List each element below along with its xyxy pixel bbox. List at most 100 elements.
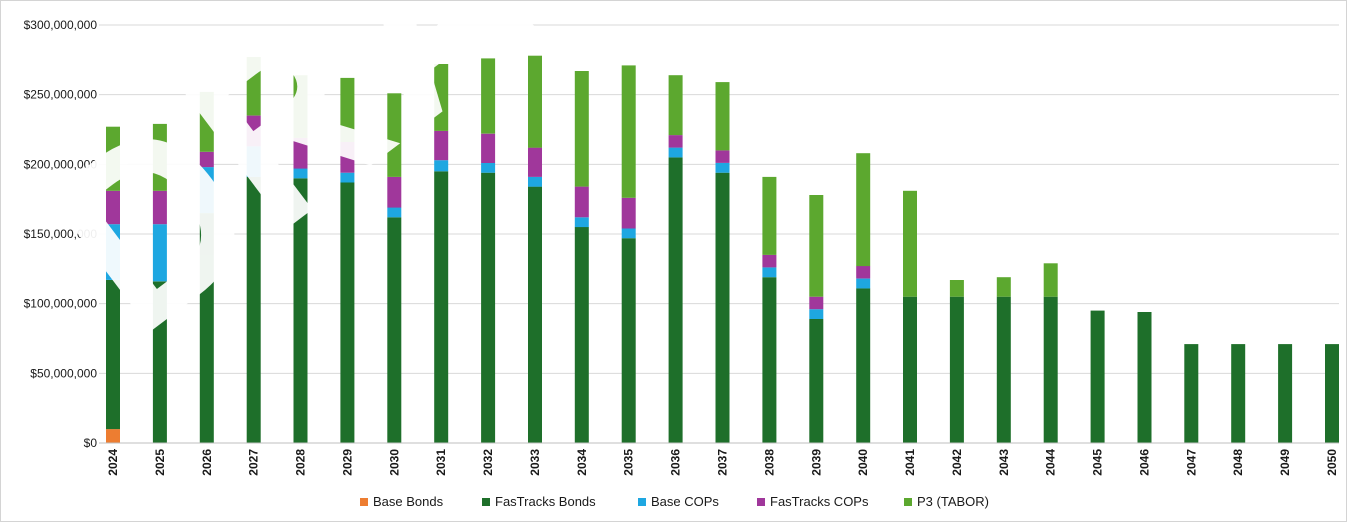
bar-segment-fastracks-bonds-2027 [246,176,261,443]
bar-segment-base-cops-2027 [246,146,261,177]
bar-segment-p3-tabor-2037 [715,82,730,151]
x-tick-label: 2024 [106,449,120,476]
bar-segment-fastracks-bonds-2037 [715,172,730,443]
bar-segment-p3-tabor-2025 [152,123,167,191]
legend-label: P3 (TABOR) [917,494,989,509]
x-tick-label: 2029 [340,449,354,476]
bar-segment-fastracks-bonds-2042 [949,296,964,443]
bar-segment-fastracks-bonds-2034 [574,227,589,443]
x-tick-label: 2048 [1231,449,1245,476]
x-tick-label: 2046 [1137,449,1151,476]
y-tick-label: $300,000,000 [24,18,98,32]
bar-segment-fastracks-bonds-2035 [621,238,636,443]
bar-segment-p3-tabor-2041 [903,190,917,297]
bar-segment-fastracks-cops-2037 [715,150,730,163]
bar-segment-p3-tabor-2038 [762,176,777,255]
y-tick-label: $0 [84,436,98,450]
legend-label: Base Bonds [373,494,444,509]
bar-segment-fastracks-cops-2038 [762,254,777,268]
bar-segment-p3-tabor-2040 [856,153,871,267]
bar-segment-fastracks-bonds-2026 [199,213,214,443]
bar-segment-fastracks-cops-2027 [246,115,261,147]
bar-segment-fastracks-bonds-2040 [856,288,871,443]
bar-segment-base-cops-2040 [856,278,871,289]
bar-segment-fastracks-cops-2030 [387,176,402,208]
bar-segment-fastracks-cops-2025 [152,190,167,225]
bar-segment-fastracks-cops-2036 [668,135,683,148]
bar-segment-p3-tabor-2034 [574,71,589,187]
bar-segment-base-cops-2037 [715,162,730,173]
bar-segment-fastracks-bonds-2050 [1325,344,1339,443]
bar-segment-fastracks-bonds-2044 [1043,296,1058,443]
bar-segment-base-cops-2033 [528,176,542,187]
x-tick-label: 2035 [622,449,636,476]
y-tick-label: $50,000,000 [30,366,97,380]
x-tick-label: 2033 [528,449,542,476]
bar-segment-p3-tabor-2036 [668,75,683,136]
x-tick-label: 2041 [903,449,917,476]
x-tick-label: 2028 [294,449,308,476]
x-tick-label: 2050 [1325,449,1339,476]
bar-segment-fastracks-bonds-2028 [293,178,308,444]
bar-segment-base-cops-2038 [762,267,777,278]
x-tick-label: 2042 [950,449,964,476]
y-tick-label: $250,000,000 [24,88,98,102]
bar-segment-p3-tabor-2031 [434,64,449,131]
bar-segment-fastracks-bonds-2045 [1090,310,1105,443]
legend-label: Base COPs [651,494,719,509]
x-tick-label: 2036 [669,449,683,476]
x-axis-ticks: 2024 2025 2026 2027 2028 2029 2030 2031 2032 2033… [106,449,1339,476]
x-tick-label: 2032 [481,449,495,476]
x-tick-label: 2038 [762,449,776,476]
bar-segment-fastracks-bonds-2032 [481,172,496,443]
x-tick-label: 2045 [1091,449,1105,476]
bar-segment-fastracks-cops-2033 [528,147,542,177]
bar-segment-base-bonds-2024 [106,429,120,443]
bar-segment-base-cops-2035 [621,228,636,239]
x-tick-label: 2047 [1184,449,1198,476]
legend-swatch [638,498,646,506]
bar-segment-fastracks-bonds-2038 [762,277,777,443]
bar-segment-fastracks-bonds-2029 [340,182,355,443]
x-tick-label: 2025 [153,449,167,476]
bar-segment-fastracks-cops-2035 [621,197,636,229]
bar-segment-fastracks-bonds-2031 [434,171,449,444]
bar-segment-base-cops-2029 [340,172,355,183]
legend-swatch [360,498,368,506]
bar-segment-p3-tabor-2030 [387,93,402,177]
y-tick-label: $150,000,000 [24,227,98,241]
x-tick-label: 2026 [200,449,214,476]
bar-segment-fastracks-bonds-2041 [903,296,917,443]
bar-segment-base-cops-2032 [481,162,496,173]
bar-segment-fastracks-bonds-2024 [106,280,120,430]
bar-segment-fastracks-bonds-2033 [528,186,542,443]
bar-segment-p3-tabor-2026 [199,91,214,152]
x-tick-label: 2040 [856,449,870,476]
legend-swatch [482,498,490,506]
bar-segment-base-cops-2028 [293,168,308,179]
bar-segment-p3-tabor-2039 [809,195,824,297]
bar-segment-base-cops-2031 [434,160,449,172]
bar-segment-fastracks-bonds-2030 [387,217,402,443]
x-tick-label: 2027 [247,449,261,476]
legend-label: FasTracks COPs [770,494,869,509]
bar-segment-p3-tabor-2032 [481,58,496,134]
bar-segment-base-cops-2024 [106,224,120,280]
bar-segment-p3-tabor-2044 [1043,263,1058,297]
y-tick-label: $100,000,000 [24,297,98,311]
bar-segment-fastracks-cops-2028 [293,137,308,169]
bar-segment-fastracks-cops-2029 [340,142,355,173]
bar-segment-fastracks-bonds-2043 [996,296,1011,443]
bar-segment-fastracks-cops-2034 [574,186,589,218]
bar-segment-p3-tabor-2042 [949,280,964,297]
bar-segment-base-cops-2034 [574,217,589,228]
x-tick-label: 2039 [809,449,823,476]
bar-segment-base-cops-2025 [152,224,167,282]
bar-segment-base-cops-2036 [668,147,683,158]
x-tick-label: 2037 [716,449,730,476]
x-tick-label: 2044 [1044,449,1058,476]
bar-segment-base-cops-2026 [199,167,214,214]
bar-segment-fastracks-cops-2039 [809,296,824,310]
